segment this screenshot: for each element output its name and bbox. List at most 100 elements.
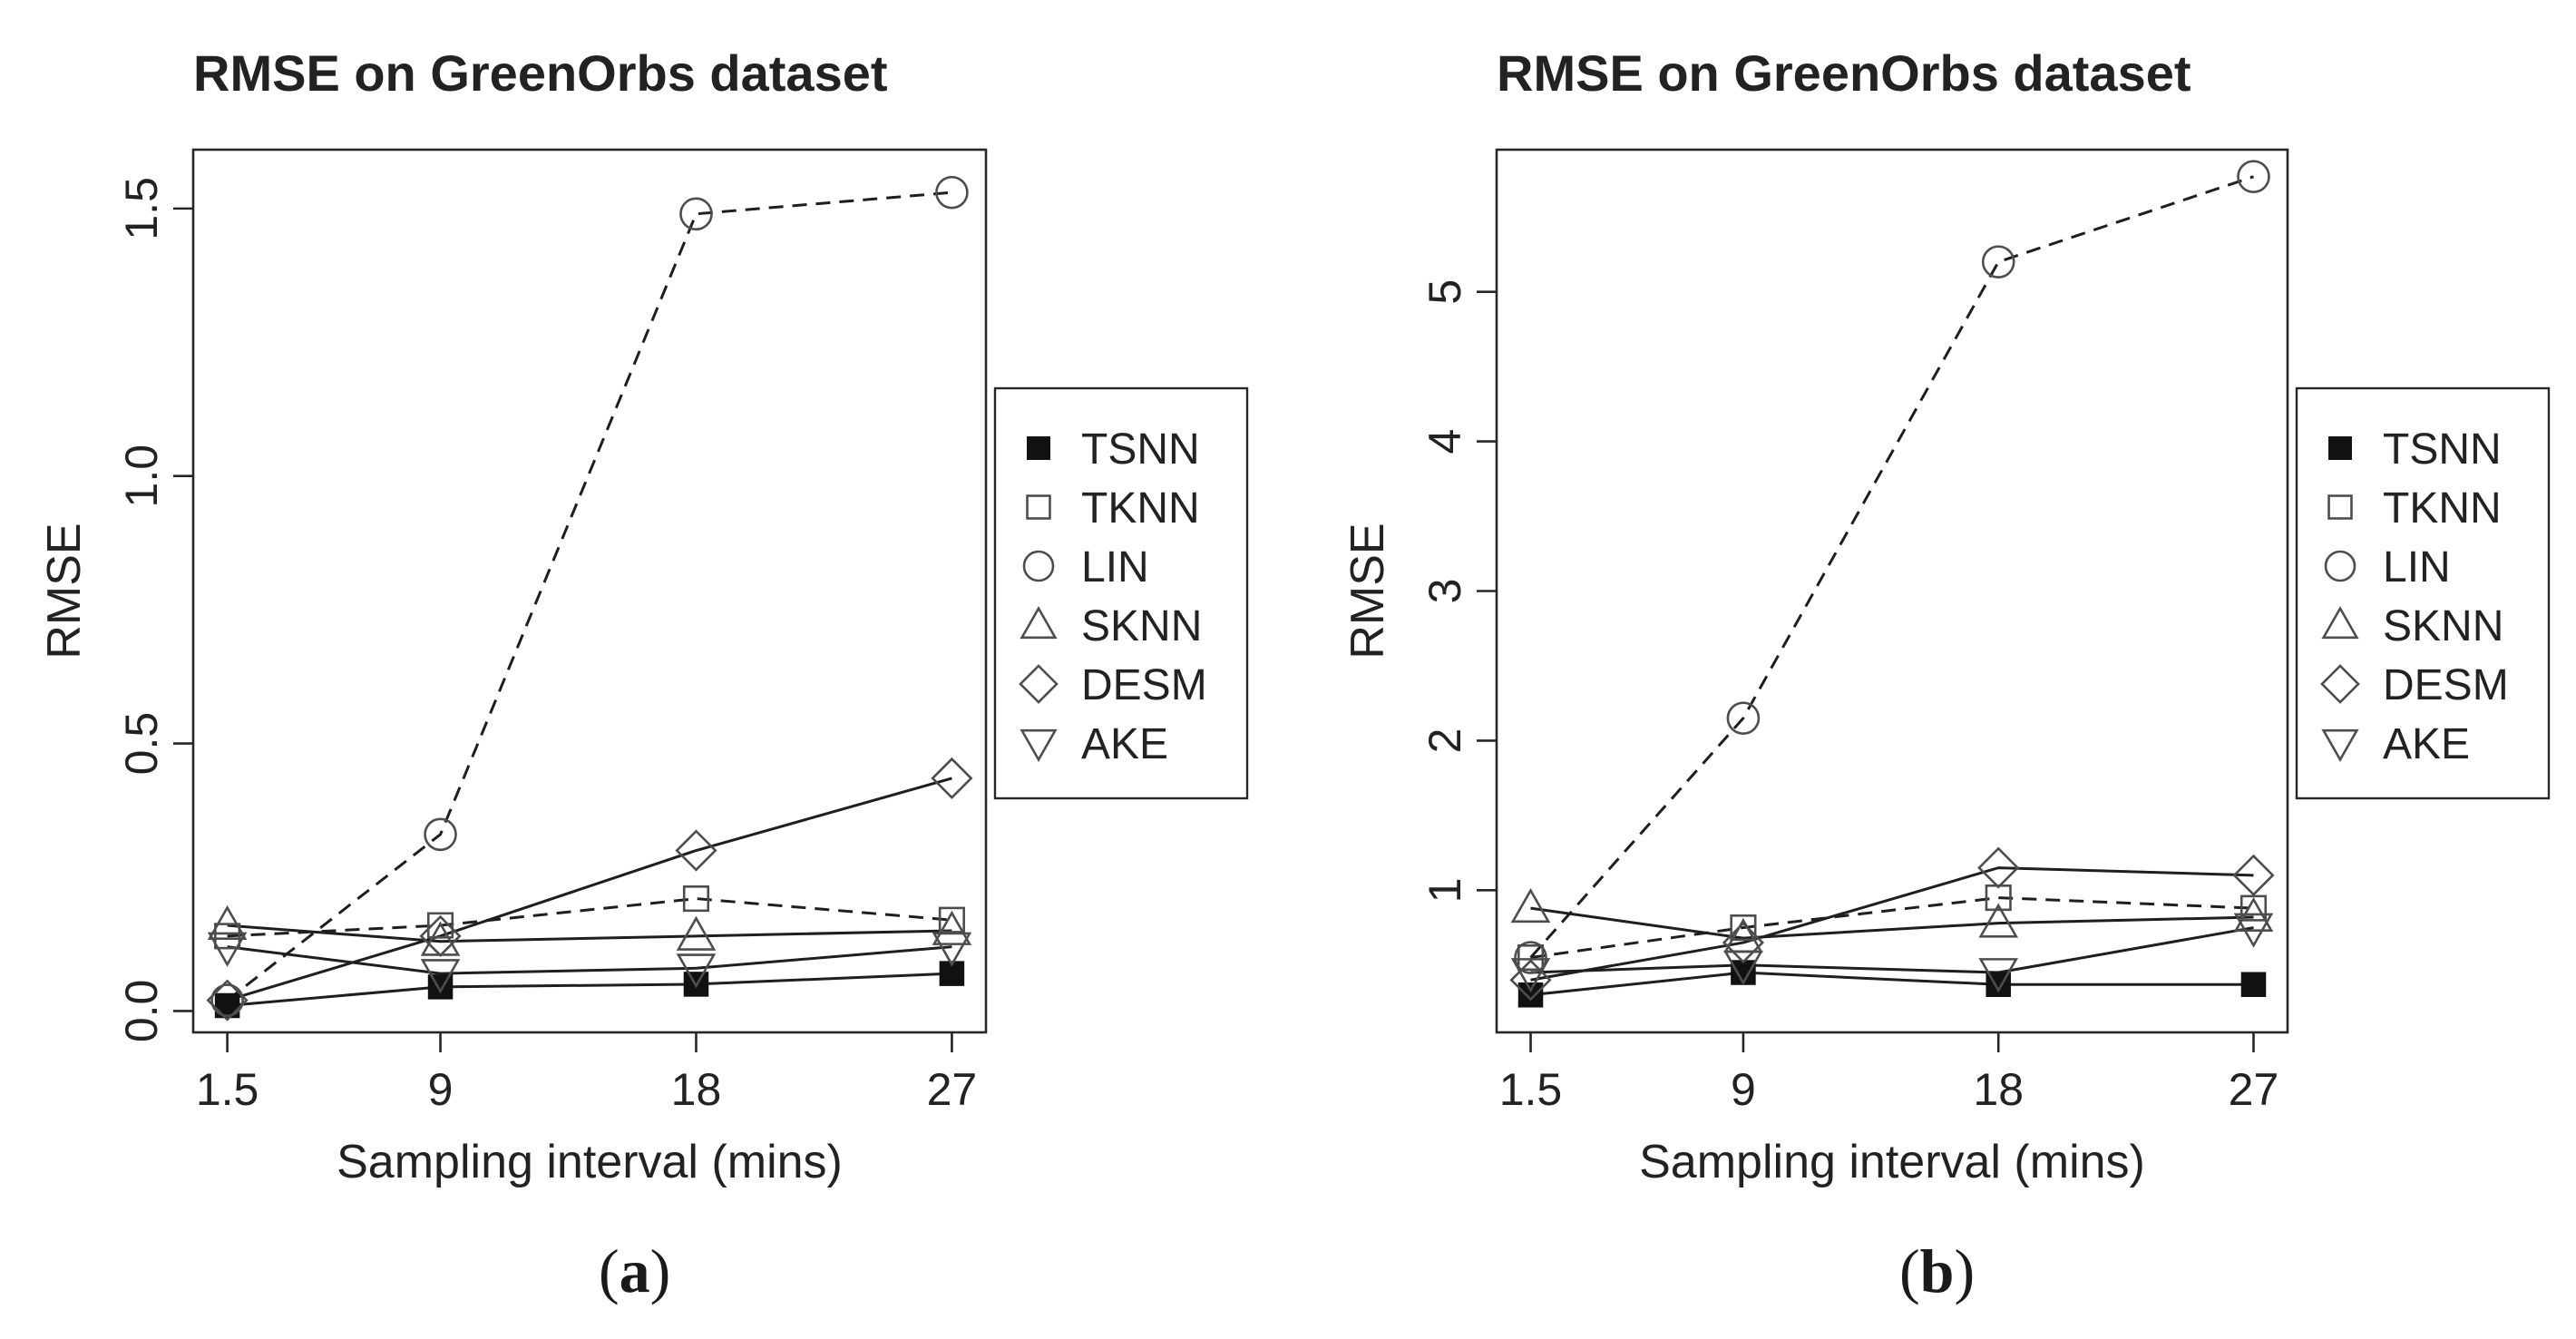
x-tick-label: 27 <box>2229 1064 2279 1115</box>
point-desm <box>419 914 462 957</box>
point-tknn <box>426 912 454 939</box>
point-desm <box>675 829 717 872</box>
x-axis-label: Sampling interval (mins) <box>1639 1136 2145 1188</box>
x-axis: 1.5 9 18 27 <box>1499 1032 2279 1115</box>
x-axis-label: Sampling interval (mins) <box>337 1136 843 1188</box>
legend-symbol <box>1027 436 1050 460</box>
point-tsnn <box>2240 972 2267 997</box>
point-ake <box>932 932 972 967</box>
series-line-desm <box>227 777 952 1002</box>
plot-frame <box>191 148 988 1034</box>
point-tknn <box>1517 943 1545 972</box>
point-desm <box>931 757 973 799</box>
x-tick-label: 27 <box>927 1064 978 1115</box>
point-lin <box>2237 160 2270 193</box>
x-tick-label: 9 <box>428 1064 454 1115</box>
legend-symbol <box>2320 664 2360 704</box>
point-tsnn <box>939 961 965 986</box>
legend-symbol <box>1020 605 1058 640</box>
panel-label-b: (b) <box>1899 1236 1976 1305</box>
legend-label: SKNN <box>2383 602 2503 650</box>
legend-symbol <box>2328 436 2352 460</box>
y-tick-label: 3 <box>1420 579 1470 604</box>
legend-label: TKNN <box>2383 484 2502 533</box>
point-desm <box>1977 846 2020 889</box>
x-axis: 1.5 9 18 27 <box>196 1032 977 1115</box>
legend-label: TSNN <box>1081 425 1200 474</box>
legend-label: AKE <box>2383 720 2470 768</box>
series-line-ake <box>1530 926 2254 974</box>
series-line-sknn <box>227 924 952 943</box>
chart-a: RMSE on GreenOrbs dataset 0.0 0.5 1.0 1.5 RMS… <box>38 44 1249 1188</box>
legend-symbol <box>2321 728 2359 763</box>
point-ake <box>1978 958 2018 993</box>
point-tknn <box>214 923 241 950</box>
point-lin <box>1514 941 1547 974</box>
series-line-lin <box>1529 175 2254 959</box>
legend: TSNN TKNN LIN SKNN DESM AKE <box>2295 386 2551 800</box>
legend: TSNN TKNN LIN SKNN DESM AKE <box>993 386 1249 800</box>
point-desm <box>2232 854 2275 896</box>
legend-label: DESM <box>2383 661 2509 709</box>
y-tick-label: 1.5 <box>116 177 167 240</box>
series-line-sknn <box>1530 906 2254 940</box>
y-tick-label: 5 <box>1420 279 1470 305</box>
chart-b: RMSE on GreenOrbs dataset 1 2 3 4 5 RMSE 1.5 9 18… <box>1342 44 2551 1188</box>
x-tick-label: 9 <box>1731 1064 1756 1115</box>
y-tick-label: 0.5 <box>116 712 167 776</box>
legend-symbol <box>2324 550 2356 582</box>
chart-title: RMSE on GreenOrbs dataset <box>193 44 888 102</box>
legend-label: TSNN <box>2383 425 2502 474</box>
point-sknn <box>1510 887 1551 924</box>
series-line-tknn <box>1530 896 2254 960</box>
legend-label: AKE <box>1081 720 1168 768</box>
y-tick-label: 4 <box>1420 429 1470 454</box>
series-line-ake <box>227 945 952 975</box>
legend-symbol <box>2321 605 2359 640</box>
legend-symbol <box>1026 494 1051 520</box>
y-tick-label: 1.0 <box>116 445 167 508</box>
point-lin <box>424 817 457 852</box>
series-line-tknn <box>227 897 952 938</box>
panel-letter-b: b <box>1919 1236 1955 1305</box>
point-desm <box>1509 959 1552 1002</box>
legend-label: SKNN <box>1081 602 1202 650</box>
y-axis-label: RMSE <box>1342 523 1394 659</box>
y-axis: 1 2 3 4 5 <box>1420 279 1497 903</box>
legend-label: LIN <box>1081 543 1149 591</box>
chart-title: RMSE on GreenOrbs dataset <box>1497 44 2191 102</box>
legend-symbol <box>1022 550 1055 582</box>
panel-letter-a: a <box>619 1236 650 1305</box>
series-line-tsnn <box>1530 971 2254 997</box>
x-tick-label: 1.5 <box>196 1064 259 1115</box>
point-tknn <box>682 885 710 913</box>
point-sknn <box>932 910 972 945</box>
point-ake <box>1510 958 1551 993</box>
point-ake <box>207 932 248 967</box>
point-lin <box>210 983 244 1017</box>
point-ake <box>2233 913 2274 948</box>
point-sknn <box>207 904 248 941</box>
legend-symbol <box>2327 494 2353 520</box>
y-tick-label: 0.0 <box>116 980 167 1043</box>
point-tsnn <box>1517 982 1544 1008</box>
series-line-tsnn <box>227 972 952 1008</box>
series-line-desm <box>1530 866 2254 982</box>
y-axis: 0.0 0.5 1.0 1.5 <box>116 177 193 1042</box>
legend-label: TKNN <box>1081 484 1200 533</box>
point-desm <box>1722 921 1765 964</box>
point-ake <box>676 953 717 989</box>
point-tknn <box>1730 914 1757 942</box>
point-lin <box>935 175 969 210</box>
y-tick-label: 1 <box>1420 877 1470 903</box>
series-group <box>1509 160 2275 1008</box>
series-group <box>206 175 973 1021</box>
panel-label-a: (a) <box>599 1236 671 1305</box>
y-axis-label: RMSE <box>38 523 91 659</box>
x-tick-label: 18 <box>671 1064 722 1115</box>
y-tick-label: 2 <box>1420 728 1470 754</box>
point-ake <box>420 959 461 994</box>
point-tknn <box>938 906 965 933</box>
legend-symbol <box>1020 728 1058 763</box>
